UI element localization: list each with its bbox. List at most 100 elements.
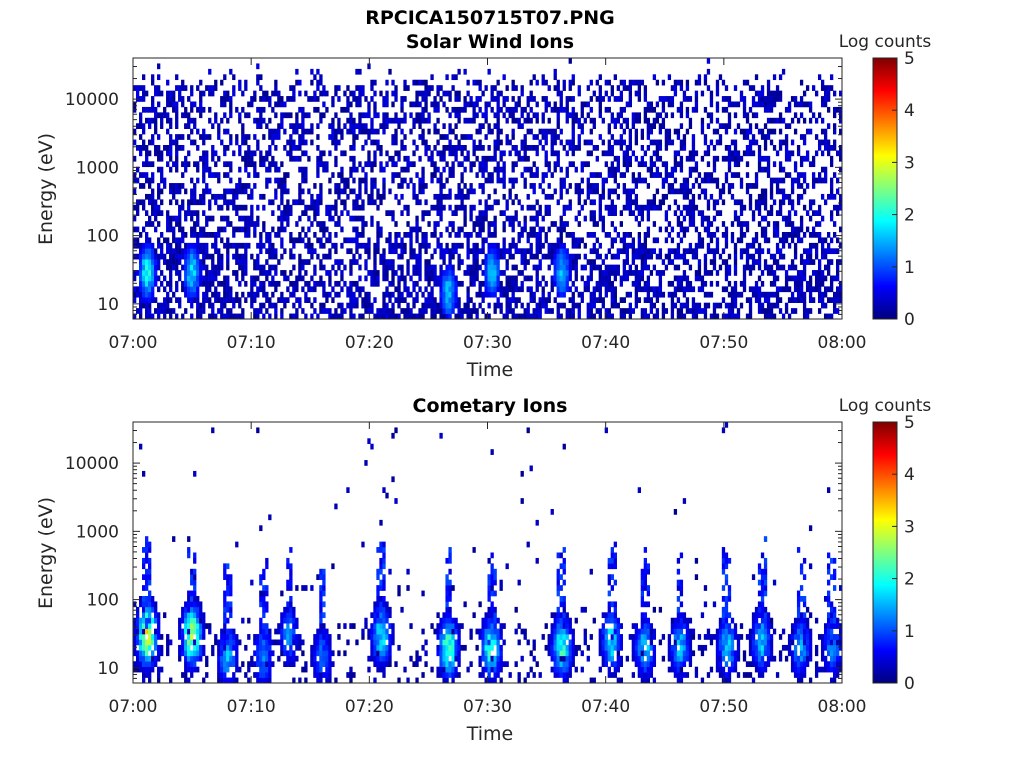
heatmap-cell bbox=[811, 161, 816, 168]
heatmap-cell bbox=[649, 101, 654, 108]
heatmap-cell bbox=[511, 297, 515, 303]
heatmap-cell bbox=[634, 193, 639, 200]
heatmap-cell bbox=[592, 188, 596, 195]
heatmap-cell bbox=[766, 172, 771, 178]
heatmap-cell bbox=[298, 215, 302, 222]
heatmap-cell bbox=[772, 270, 777, 276]
heatmap-cell bbox=[460, 188, 464, 195]
heatmap-cell bbox=[256, 308, 260, 314]
heatmap-cell bbox=[139, 145, 143, 151]
heatmap-cell bbox=[448, 248, 452, 255]
heatmap-cell bbox=[802, 90, 807, 97]
heatmap-cell bbox=[748, 253, 753, 260]
heatmap-cell bbox=[829, 85, 834, 91]
heatmap-cell bbox=[553, 139, 557, 146]
heatmap-cell bbox=[676, 248, 681, 255]
heatmap-cell bbox=[373, 199, 377, 206]
heatmap-cell bbox=[814, 210, 819, 216]
heatmap-cell bbox=[637, 232, 642, 238]
heatmap-cell bbox=[439, 232, 443, 238]
heatmap-cell bbox=[643, 297, 648, 303]
heatmap-cell bbox=[619, 139, 623, 146]
heatmap-cell bbox=[775, 210, 780, 216]
heatmap-cell bbox=[493, 275, 497, 282]
heatmap-cell bbox=[562, 264, 566, 271]
heatmap-cell bbox=[820, 275, 825, 282]
heatmap-cell bbox=[382, 96, 386, 102]
heatmap-cell bbox=[817, 145, 822, 151]
heatmap-cell bbox=[631, 177, 635, 184]
heatmap-cell bbox=[400, 177, 404, 184]
heatmap-cell bbox=[295, 117, 299, 124]
heatmap-cell bbox=[394, 270, 398, 276]
heatmap-cell bbox=[481, 259, 485, 265]
heatmap-cell bbox=[691, 150, 696, 157]
heatmap-cell bbox=[751, 215, 756, 222]
heatmap-cell bbox=[217, 177, 221, 184]
heatmap-cell bbox=[511, 79, 515, 86]
heatmap-cell bbox=[319, 183, 323, 189]
heatmap-cell bbox=[673, 286, 678, 293]
heatmap-cell bbox=[541, 286, 545, 293]
heatmap-cell bbox=[721, 221, 726, 227]
heatmap-cell bbox=[454, 145, 458, 151]
heatmap-cell bbox=[553, 101, 557, 108]
heatmap-cell bbox=[556, 226, 560, 233]
heatmap-cell bbox=[547, 85, 551, 91]
heatmap-cell bbox=[370, 275, 374, 282]
heatmap-cell bbox=[136, 308, 140, 314]
heatmap-cell bbox=[634, 302, 639, 309]
heatmap-cell bbox=[784, 286, 789, 293]
heatmap-cell bbox=[475, 221, 479, 227]
heatmap-cell bbox=[316, 172, 320, 178]
heatmap-cell bbox=[175, 237, 179, 244]
heatmap-cell bbox=[751, 291, 756, 298]
heatmap-cell bbox=[691, 183, 696, 189]
heatmap-cell bbox=[784, 139, 789, 146]
heatmap-cell bbox=[151, 106, 155, 113]
heatmap-cell bbox=[715, 139, 720, 146]
heatmap-cell bbox=[463, 193, 467, 200]
heatmap-cell bbox=[784, 150, 789, 157]
heatmap-cell bbox=[355, 199, 359, 206]
heatmap-cell bbox=[682, 270, 687, 276]
heatmap-cell bbox=[808, 286, 813, 293]
heatmap-cell bbox=[808, 128, 813, 135]
heatmap-cell bbox=[556, 106, 560, 113]
heatmap-cell bbox=[553, 253, 557, 260]
heatmap-cell bbox=[745, 313, 750, 320]
heatmap-cell bbox=[637, 242, 642, 249]
heatmap-cell bbox=[223, 101, 227, 108]
heatmap-cell bbox=[205, 215, 209, 222]
heatmap-cell bbox=[355, 85, 359, 91]
heatmap-cell bbox=[643, 286, 648, 293]
heatmap-cell bbox=[493, 199, 497, 206]
heatmap-cell bbox=[301, 166, 305, 173]
heatmap-cell bbox=[418, 253, 422, 260]
heatmap-cell bbox=[253, 134, 257, 140]
heatmap-cell bbox=[496, 79, 500, 86]
heatmap-cell bbox=[277, 280, 281, 287]
heatmap-cell bbox=[781, 139, 786, 146]
heatmap-cell bbox=[226, 253, 230, 260]
heatmap-cell bbox=[286, 172, 290, 178]
heatmap-cell bbox=[487, 264, 491, 271]
heatmap-cell bbox=[673, 128, 678, 135]
heatmap-cell bbox=[517, 123, 521, 129]
heatmap-cell bbox=[823, 302, 828, 309]
heatmap-cell bbox=[532, 215, 536, 222]
heatmap-cell bbox=[649, 204, 654, 211]
heatmap-cell bbox=[157, 134, 161, 140]
heatmap-cell bbox=[655, 172, 660, 178]
heatmap-cell bbox=[133, 270, 137, 276]
heatmap-cell bbox=[784, 145, 789, 151]
heatmap-cell bbox=[664, 193, 669, 200]
heatmap-cell bbox=[232, 85, 236, 91]
heatmap-cell bbox=[247, 134, 251, 140]
heatmap-cell bbox=[145, 259, 149, 265]
heatmap-cell bbox=[370, 193, 374, 200]
heatmap-cell bbox=[607, 308, 611, 314]
heatmap-cell bbox=[142, 557, 146, 564]
heatmap-cell bbox=[457, 313, 461, 320]
heatmap-cell bbox=[358, 101, 362, 108]
